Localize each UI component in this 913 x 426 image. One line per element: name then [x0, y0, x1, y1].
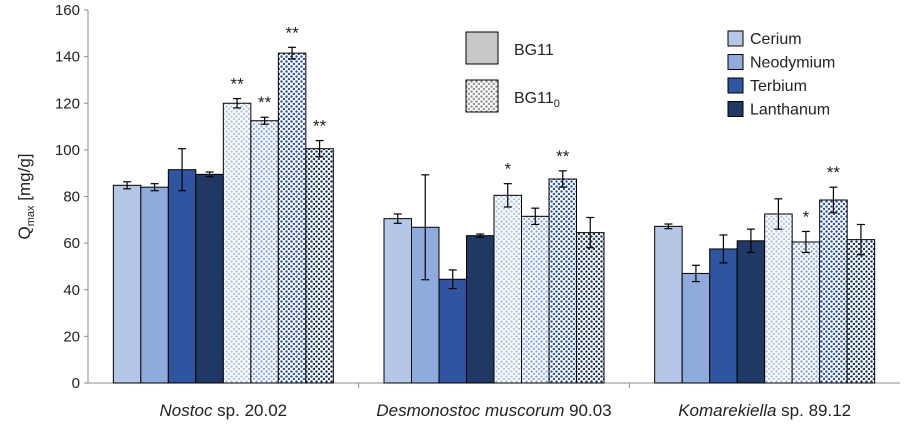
bar: [305, 148, 334, 384]
legend-label-metal: Neodymium: [750, 55, 835, 72]
legend-swatch-metal: [727, 77, 744, 94]
y-tick-label: 80: [63, 189, 80, 206]
significance-label: **: [827, 163, 841, 182]
y-tick-label: 40: [63, 282, 80, 299]
bar: [222, 102, 252, 384]
axes: 0 20 40 60 80 100 120 140 160 Qmax [mg/g] Nostoc s…: [15, 2, 900, 420]
y-tick-label: 140: [55, 49, 80, 66]
significance-label: **: [556, 147, 570, 166]
y-tick-label: 20: [63, 328, 80, 345]
bar: [521, 215, 550, 384]
significance-label: **: [285, 23, 299, 42]
legend-swatch-metal: [727, 30, 744, 47]
bar: [791, 241, 821, 384]
y-axis-label: Qmax [mg/g]: [15, 154, 37, 240]
bar: [140, 186, 169, 384]
bar: [846, 239, 876, 384]
bar: [548, 178, 577, 384]
legend-label-medium: BG110: [514, 90, 560, 110]
x-category-label: Desmonostoc muscorum 90.03: [376, 401, 611, 420]
legend-label-medium: BG11: [514, 42, 554, 59]
bar: [167, 169, 197, 384]
bars: **************: [112, 23, 876, 384]
bar: [681, 272, 711, 384]
bar: [112, 184, 142, 384]
legend-label-metal: Lanthanum: [750, 102, 830, 119]
legend-swatch-medium: [465, 79, 499, 113]
significance-label: **: [230, 75, 244, 94]
bar: [250, 120, 279, 384]
x-category-label: Nostoc sp. 20.02: [160, 401, 288, 420]
y-tick-label: 160: [55, 2, 80, 19]
y-tick-label: 0: [72, 375, 80, 392]
legend-swatch-metal: [727, 54, 744, 70]
bar: [493, 194, 522, 384]
bar: [438, 278, 467, 384]
y-tick-label: 120: [55, 95, 80, 112]
legend-swatch-metal: [727, 101, 744, 117]
y-tick-label: 100: [55, 142, 80, 159]
bar: [576, 232, 605, 384]
bar: [819, 199, 848, 384]
significance-label: **: [313, 117, 327, 136]
bar: [654, 225, 683, 384]
legend-swatch-medium: [465, 31, 499, 65]
y-tick-label: 60: [63, 235, 80, 252]
bar: [195, 173, 224, 384]
bar: [277, 52, 307, 384]
bar: [709, 248, 738, 384]
significance-label: *: [803, 207, 810, 226]
legend: BG11 BG110 Cerium Neodymium Terbium Lanthanum: [465, 30, 835, 119]
bar: [466, 235, 495, 384]
bar: [764, 213, 793, 384]
bar: [383, 218, 412, 384]
legend-label-metal: Terbium: [750, 78, 807, 95]
x-category-label: Komarekiella sp. 89.12: [678, 401, 851, 420]
legend-label-metal: Cerium: [750, 31, 802, 48]
significance-label: **: [258, 93, 272, 112]
bar: [736, 240, 766, 384]
significance-label: *: [504, 160, 511, 179]
